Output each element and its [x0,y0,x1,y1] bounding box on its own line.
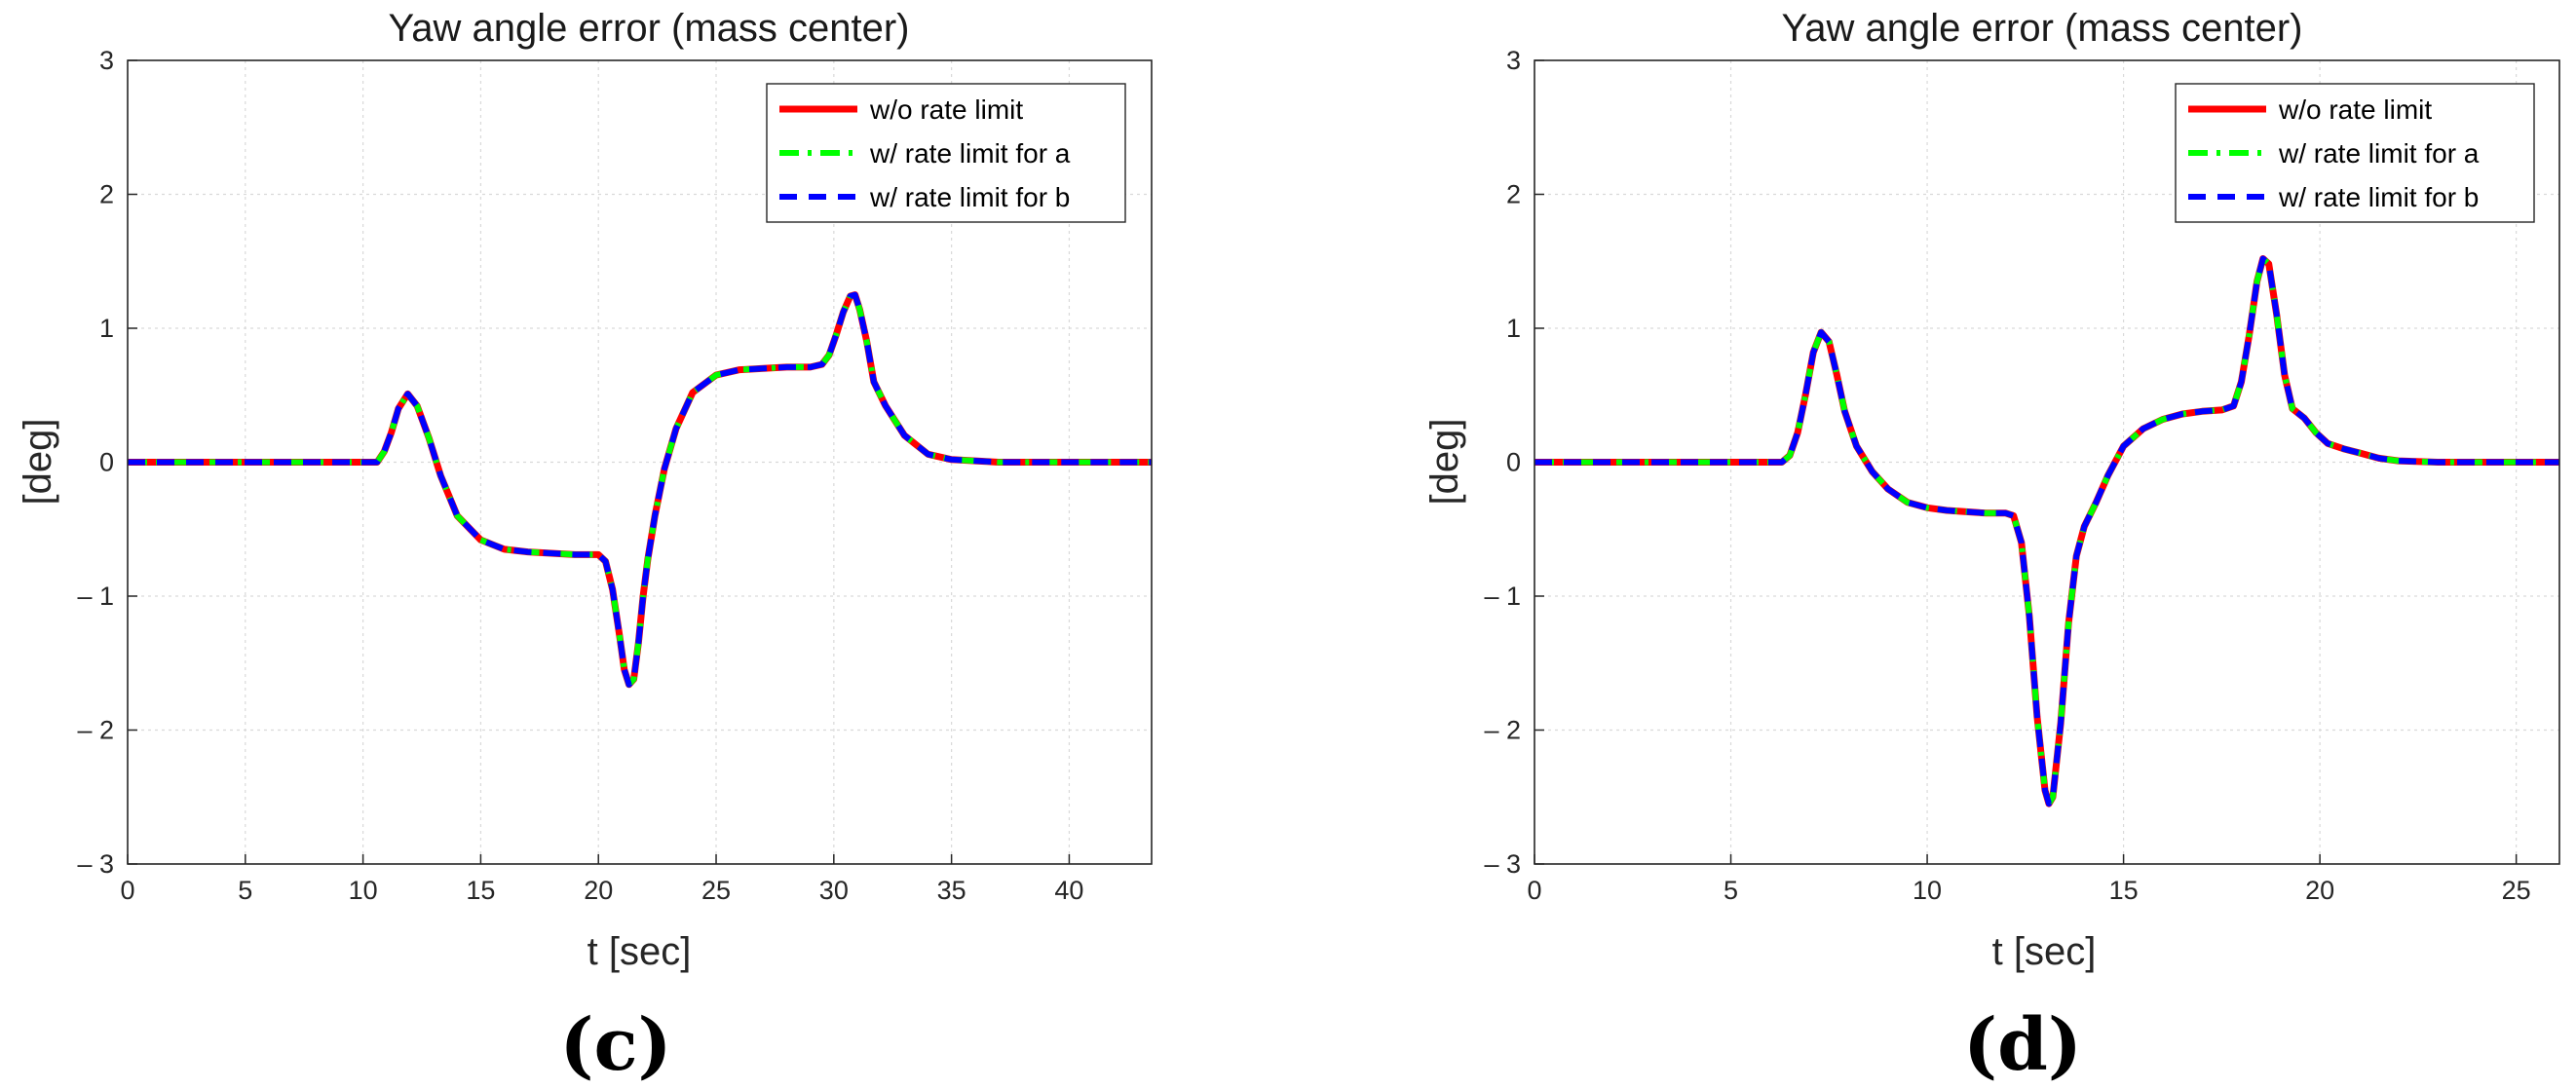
legend-label-w-rate-limit-for-a: w/ rate limit for a [869,138,1071,169]
y-tick-label: – 1 [1484,582,1521,611]
x-tick-label: 15 [466,876,495,905]
y-tick-label: 3 [1506,46,1521,75]
y-tick-label: 2 [99,180,114,209]
series-line-w-o-rate-limit [1534,255,2559,807]
axes-frame [127,59,1153,865]
x-tick-label: 20 [2305,876,2334,905]
panel-label: (c) [559,1003,671,1087]
series-layer [128,291,1152,689]
x-tick-label: 5 [1724,876,1738,905]
x-axis-label: t [sec] [587,930,692,973]
series-line-w-rate-limit-for-b [1534,255,2559,807]
x-tick-labels: 0 5 10 15 20 25 [1527,876,2530,905]
x-tick-labels: 0 5 10 15 20 25 30 35 40 [120,876,1083,905]
y-tick-label: – 1 [77,582,114,611]
series-line-w-rate-limit-for-a [1534,255,2559,807]
y-tick-label: 0 [99,448,114,477]
legend-label-w-rate-limit-for-a: w/ rate limit for a [2278,138,2480,169]
legend-label-w-rate-limit-for-b: w/ rate limit for b [869,182,1070,212]
x-tick-label: 10 [349,876,378,905]
legend-label-w-rate-limit-for-b: w/ rate limit for b [2278,182,2479,212]
y-tick-label: 2 [1506,180,1521,209]
x-tick-label: 0 [1527,876,1541,905]
y-tick-label: – 3 [77,849,114,879]
x-tick-label: 35 [937,876,966,905]
y-tick-label: 1 [1506,314,1521,343]
y-tick-label: – 2 [1484,716,1521,745]
chart-title: Yaw angle error (mass center) [1782,7,2303,50]
y-tick-label: 3 [99,46,114,75]
y-tick-label: 1 [99,314,114,343]
series-line-w-rate-limit-for-b [128,291,1152,688]
chart-panel-d: Yaw angle error (mass center) 0 5 10 15 20 25… [1423,7,2560,1087]
chart-title: Yaw angle error (mass center) [389,7,910,50]
series-line-w-rate-limit-for-a [128,291,1152,688]
series-layer [1534,255,2559,807]
x-tick-label: 20 [584,876,613,905]
panel-label: (d) [1963,1003,2082,1087]
legend: w/o rate limit w/ rate limit for a w/ ra… [766,83,1126,223]
y-tick-label: 0 [1506,448,1521,477]
y-tick-label: – 3 [1484,849,1521,879]
x-tick-label: 25 [701,876,731,905]
y-axis-label: [deg] [1423,419,1466,506]
y-tick-labels: – 3 – 2 – 1 0 1 2 3 [1484,46,1521,879]
legend-label-w-o-rate-limit: w/o rate limit [2278,94,2432,125]
y-axis-label: [deg] [17,419,59,506]
x-tick-label: 30 [819,876,849,905]
chart-panel-c: Yaw angle error (mass center) 0 5 10 15 20 25… [17,7,1153,1087]
x-tick-label: 15 [2109,876,2139,905]
axes-frame [1534,59,2560,865]
x-tick-label: 10 [1913,876,1942,905]
legend-label-w-o-rate-limit: w/o rate limit [869,94,1023,125]
legend: w/o rate limit w/ rate limit for a w/ ra… [2175,83,2535,223]
x-tick-label: 40 [1054,876,1083,905]
x-axis-label: t [sec] [1992,930,2097,973]
y-tick-labels: – 3 – 2 – 1 0 1 2 3 [77,46,114,879]
x-tick-label: 5 [238,876,252,905]
x-tick-label: 0 [120,876,134,905]
y-tick-label: – 2 [77,716,114,745]
x-tick-label: 25 [2502,876,2531,905]
